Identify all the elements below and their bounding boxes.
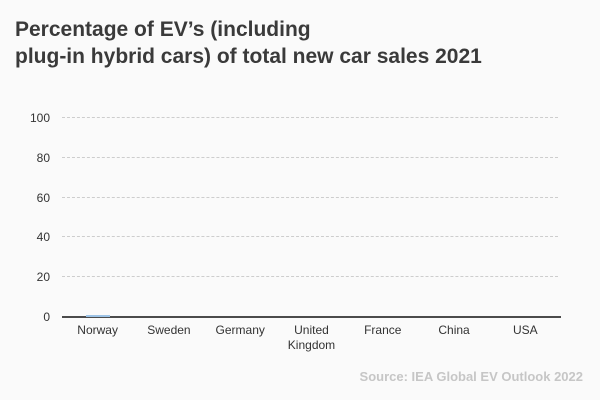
x-category-label-germany: Germany (215, 323, 265, 337)
chart-title-line2: plug-in hybrid cars) of total new car sa… (15, 45, 482, 68)
x-category-label-united-kingdom: United Kingdom (287, 323, 336, 352)
x-category-label-norway: Norway (77, 323, 118, 337)
y-tick-label-20: 20 (36, 270, 50, 285)
gridline-80 (62, 156, 558, 158)
chart-title-line1: Percentage of EV’s (including (15, 18, 311, 41)
x-category-label-china: China (438, 323, 470, 337)
gridline-100 (62, 117, 558, 118)
chart-title: Percentage of EV’s (including plug-in hy… (15, 16, 482, 70)
y-tick-label-100: 100 (29, 111, 50, 125)
y-tick-label-60: 60 (36, 190, 50, 205)
bar-norway (85, 315, 110, 317)
x-axis-line (62, 316, 561, 318)
gridline-60 (62, 196, 558, 198)
x-category-label-usa: USA (513, 323, 538, 337)
y-tick-label-0: 0 (43, 310, 50, 324)
y-tick-label-80: 80 (36, 150, 50, 165)
x-category-label-sweden: Sweden (147, 323, 191, 337)
x-category-label-france: France (364, 323, 402, 337)
plot-area: 0 20 40 60 80 100 Norway Sweden Germany United Ki… (30, 111, 561, 352)
source-credit: Source: IEA Global EV Outlook 2022 (359, 369, 583, 384)
gridline-20 (62, 276, 558, 278)
y-tick-label-40: 40 (36, 230, 50, 245)
gridline-40 (62, 236, 558, 238)
